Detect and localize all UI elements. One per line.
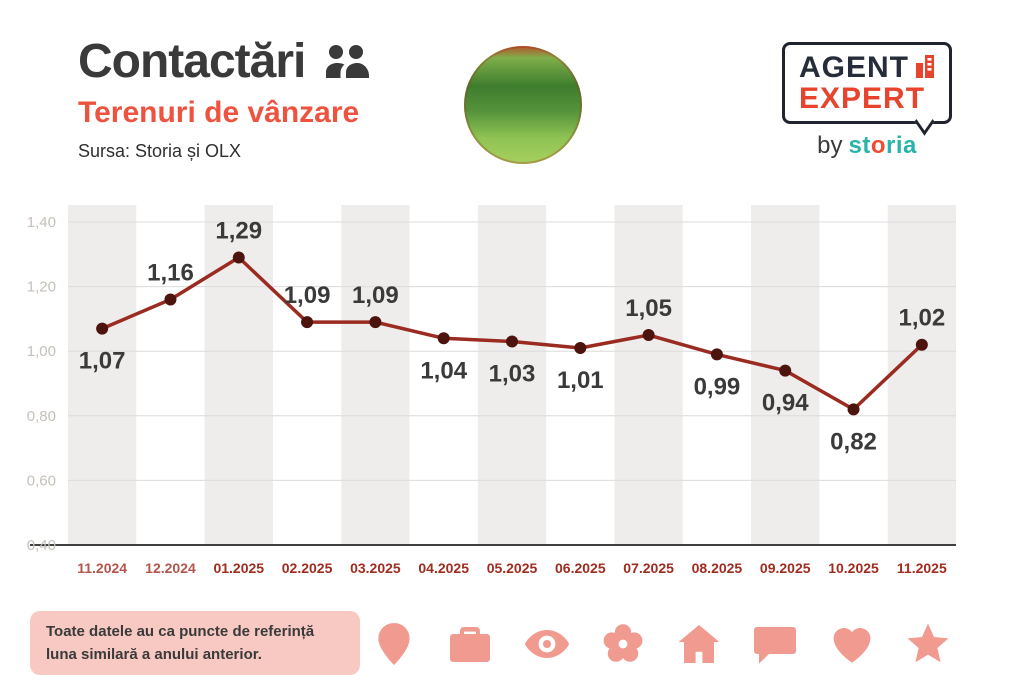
home-icon — [678, 625, 720, 663]
star-icon — [907, 623, 949, 663]
x-tick-label: 08.2025 — [692, 560, 743, 576]
data-point — [232, 251, 245, 264]
column-band — [341, 205, 410, 545]
data-point — [164, 293, 177, 306]
column-band — [614, 205, 683, 545]
value-label: 0,94 — [762, 390, 809, 417]
x-tick-label: 11.2025 — [897, 560, 947, 576]
landscape-photo — [464, 46, 582, 164]
column-band — [68, 205, 137, 545]
value-label: 1,01 — [557, 367, 604, 394]
logo-agent-text: AGENT — [799, 51, 909, 84]
y-tick-label: 1,00 — [27, 343, 56, 360]
value-label: 0,99 — [694, 373, 741, 400]
line-chart: 0,40 0,60 0,80 1,00 1,20 1,40 1,07 1,16 1,29 1,09… — [0, 195, 1024, 600]
data-point — [847, 403, 860, 416]
x-tick-label: 09.2025 — [760, 560, 811, 576]
y-tick-label: 0,60 — [27, 472, 56, 489]
briefcase-icon — [450, 627, 491, 662]
data-point — [915, 338, 928, 351]
footnote-line1: Toate datele au ca puncte de referință — [46, 622, 315, 640]
y-tick-label: 1,40 — [27, 214, 56, 231]
data-point — [779, 364, 792, 377]
x-tick-label: 10.2025 — [828, 560, 879, 576]
value-label: 1,09 — [352, 282, 399, 309]
page-title: Contactări — [78, 35, 306, 88]
data-point — [574, 341, 587, 354]
data-point — [642, 329, 655, 342]
eye-icon — [524, 630, 569, 658]
data-point — [506, 335, 518, 348]
category-icon-row — [370, 616, 952, 672]
value-label: 1,09 — [284, 282, 331, 309]
x-tick-label: 01.2025 — [213, 560, 264, 576]
data-point — [437, 332, 450, 345]
logo-byline: by storia — [772, 132, 962, 160]
chat-icon — [754, 627, 797, 664]
flower-icon — [603, 624, 643, 662]
data-point — [710, 348, 723, 361]
data-point — [96, 322, 109, 335]
x-tick-label: 05.2025 — [487, 560, 538, 576]
building-icon — [916, 55, 934, 78]
storia-wordmark: storia — [848, 131, 917, 159]
x-tick-label: 06.2025 — [555, 560, 606, 576]
value-label: 1,16 — [147, 260, 194, 287]
x-tick-label: 03.2025 — [350, 560, 401, 576]
x-tick-label: 02.2025 — [282, 560, 333, 576]
footnote-banner: Toate datele au ca puncte de referință l… — [30, 611, 360, 675]
footnote-line2: luna similară a anului anterior. — [46, 646, 262, 663]
data-source: Sursa: Storia și OLX — [78, 141, 242, 161]
value-label: 1,03 — [489, 361, 536, 388]
value-label: 1,04 — [420, 357, 467, 384]
value-label: 1,05 — [625, 295, 672, 322]
header: Contactări Terenuri de vânzare Sursa: St… — [78, 38, 375, 160]
people-icon — [326, 45, 370, 78]
chart-canvas: 0,40 0,60 0,80 1,00 1,20 1,40 1,07 1,16 1,29 1,09… — [27, 205, 956, 576]
value-label: 1,02 — [898, 305, 945, 332]
agent-expert-logo: AGENT EXPERT by storia — [772, 42, 962, 160]
data-point — [301, 316, 314, 329]
y-tick-label: 0,80 — [27, 408, 56, 425]
column-band — [887, 205, 956, 545]
chart-subtitle: Terenuri de vânzare — [78, 96, 360, 129]
pin-icon — [378, 623, 410, 665]
y-tick-label: 1,20 — [27, 279, 56, 296]
column-band — [477, 205, 547, 545]
data-point — [369, 316, 382, 329]
heart-icon — [833, 628, 871, 663]
x-tick-label: 11.2024 — [77, 560, 127, 576]
logo-by-text: by — [817, 131, 843, 159]
value-label: 1,29 — [215, 218, 262, 245]
logo-bubble: AGENT EXPERT — [782, 42, 952, 124]
y-tick-label: 0,40 — [27, 537, 56, 554]
value-label: 1,07 — [79, 348, 126, 375]
x-tick-label: 12.2024 — [145, 560, 196, 576]
value-label: 0,82 — [830, 428, 877, 455]
x-tick-label: 07.2025 — [623, 560, 674, 576]
logo-expert-text: EXPERT — [799, 82, 926, 115]
x-tick-label: 04.2025 — [418, 560, 469, 576]
